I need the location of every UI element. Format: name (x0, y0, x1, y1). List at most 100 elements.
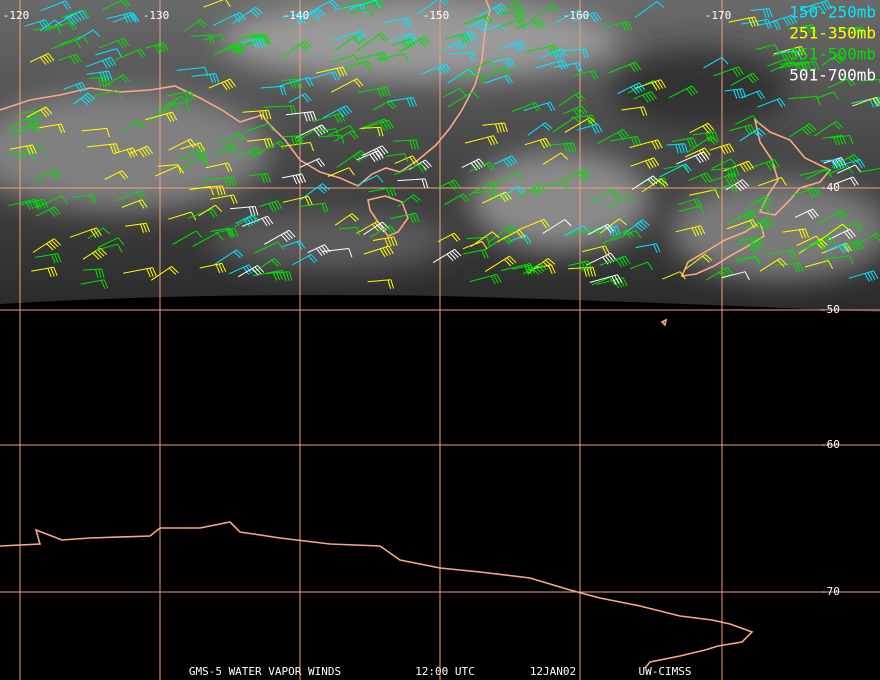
wind-barb (571, 11, 602, 23)
wind-barb (199, 262, 227, 274)
wind-barb (232, 6, 263, 24)
wind-barb (492, 57, 516, 69)
wind-barb (711, 158, 738, 170)
wind-barb (796, 240, 828, 254)
wind-barb (180, 142, 206, 152)
wind-barb (634, 79, 667, 91)
wind-barb (741, 18, 772, 29)
wind-barb (156, 95, 189, 113)
wind-barb (454, 73, 484, 84)
labels: -120 -130 -140 -150 -160 -170 -40 -50 -60 -70 150-… (3, 3, 876, 679)
wind-barb (776, 50, 802, 61)
wind-barb (488, 225, 518, 243)
wind-barb (334, 213, 360, 226)
wind-barb (524, 137, 551, 149)
wind-barb (322, 248, 353, 258)
wind-barb (641, 178, 669, 193)
wind-barb (475, 3, 508, 19)
wind-barb (462, 14, 493, 26)
wind-barb (205, 162, 233, 173)
wind-barb (394, 155, 419, 165)
wind-barb (236, 146, 263, 159)
wind-barb (340, 0, 374, 9)
wind-barb (568, 266, 596, 277)
wind-barb (83, 268, 105, 279)
legend-entry: 351-500mb (789, 45, 876, 64)
wind-barb (330, 78, 364, 93)
wind-barb (32, 238, 62, 253)
wind-barb (73, 194, 97, 205)
wind-barb (569, 228, 602, 238)
wind-barb (203, 176, 237, 187)
wind-barb (102, 74, 131, 88)
wind-barb (176, 66, 209, 77)
wind-barb (177, 148, 209, 161)
wind-barb (88, 76, 111, 87)
wind-barb (564, 225, 590, 236)
wind-barb (447, 68, 476, 84)
wind-barb (836, 240, 865, 252)
wind-barb (241, 37, 266, 49)
wind-barb (790, 186, 822, 199)
wind-barb (555, 9, 585, 24)
wind-barb (334, 3, 367, 14)
wind-barb (799, 0, 833, 11)
wind-barb (833, 176, 859, 187)
wind-barb (307, 244, 331, 257)
latitude-label: -60 (820, 438, 840, 451)
footer-text: GMS-5 WATER VAPOR WINDS (189, 665, 341, 678)
wind-barb (520, 183, 547, 198)
wind-barb (247, 138, 274, 149)
wind-barb (766, 249, 797, 260)
wind-barb (782, 228, 809, 239)
island (660, 318, 668, 327)
wind-barb (595, 225, 621, 237)
wind-barb (511, 264, 535, 276)
wind-barb (316, 128, 340, 138)
wind-barb (686, 135, 719, 154)
wind-barb (589, 274, 623, 285)
wind-barb (568, 260, 593, 272)
wind-barb (24, 19, 51, 30)
wind-barb (333, 130, 359, 142)
wind-barb (633, 91, 657, 103)
wind-barb (836, 164, 862, 174)
wind-barb (748, 159, 780, 171)
wind-barb (523, 101, 556, 112)
wind-barb (309, 71, 340, 81)
wind-barb (675, 225, 706, 237)
wind-barb (19, 110, 42, 121)
footer-text: 12:00 UTC (415, 665, 475, 678)
wind-barb (99, 37, 130, 49)
wind-barb (31, 266, 58, 277)
new-zealand-north (753, 117, 832, 216)
wind-barb (499, 0, 525, 15)
wind-barb (322, 105, 353, 119)
wind-barb (535, 59, 569, 70)
wind-barb (435, 179, 461, 191)
wind-barb (848, 270, 879, 282)
wind-barb (123, 267, 157, 278)
wind-barb (756, 20, 781, 31)
wind-barb (360, 126, 384, 137)
wind-barb (602, 229, 634, 245)
wind-barb (312, 112, 346, 124)
legend-entry: 150-250mb (789, 3, 876, 22)
wind-barb (602, 21, 633, 32)
wind-barb (281, 78, 303, 89)
wind-barb (723, 160, 755, 173)
wind-barb (252, 269, 286, 281)
wind-barb (369, 225, 397, 238)
wind-barb (356, 150, 384, 163)
wind-barb (81, 127, 111, 138)
wind-barb (86, 70, 113, 82)
wind-barb (611, 229, 642, 242)
wind-barb (253, 241, 284, 254)
wind-barb (208, 78, 236, 91)
wind-barb (245, 122, 275, 133)
wind-barb (112, 13, 140, 24)
wind-barb (677, 198, 703, 208)
wind-barb (16, 145, 46, 161)
wind-barb (121, 199, 148, 209)
